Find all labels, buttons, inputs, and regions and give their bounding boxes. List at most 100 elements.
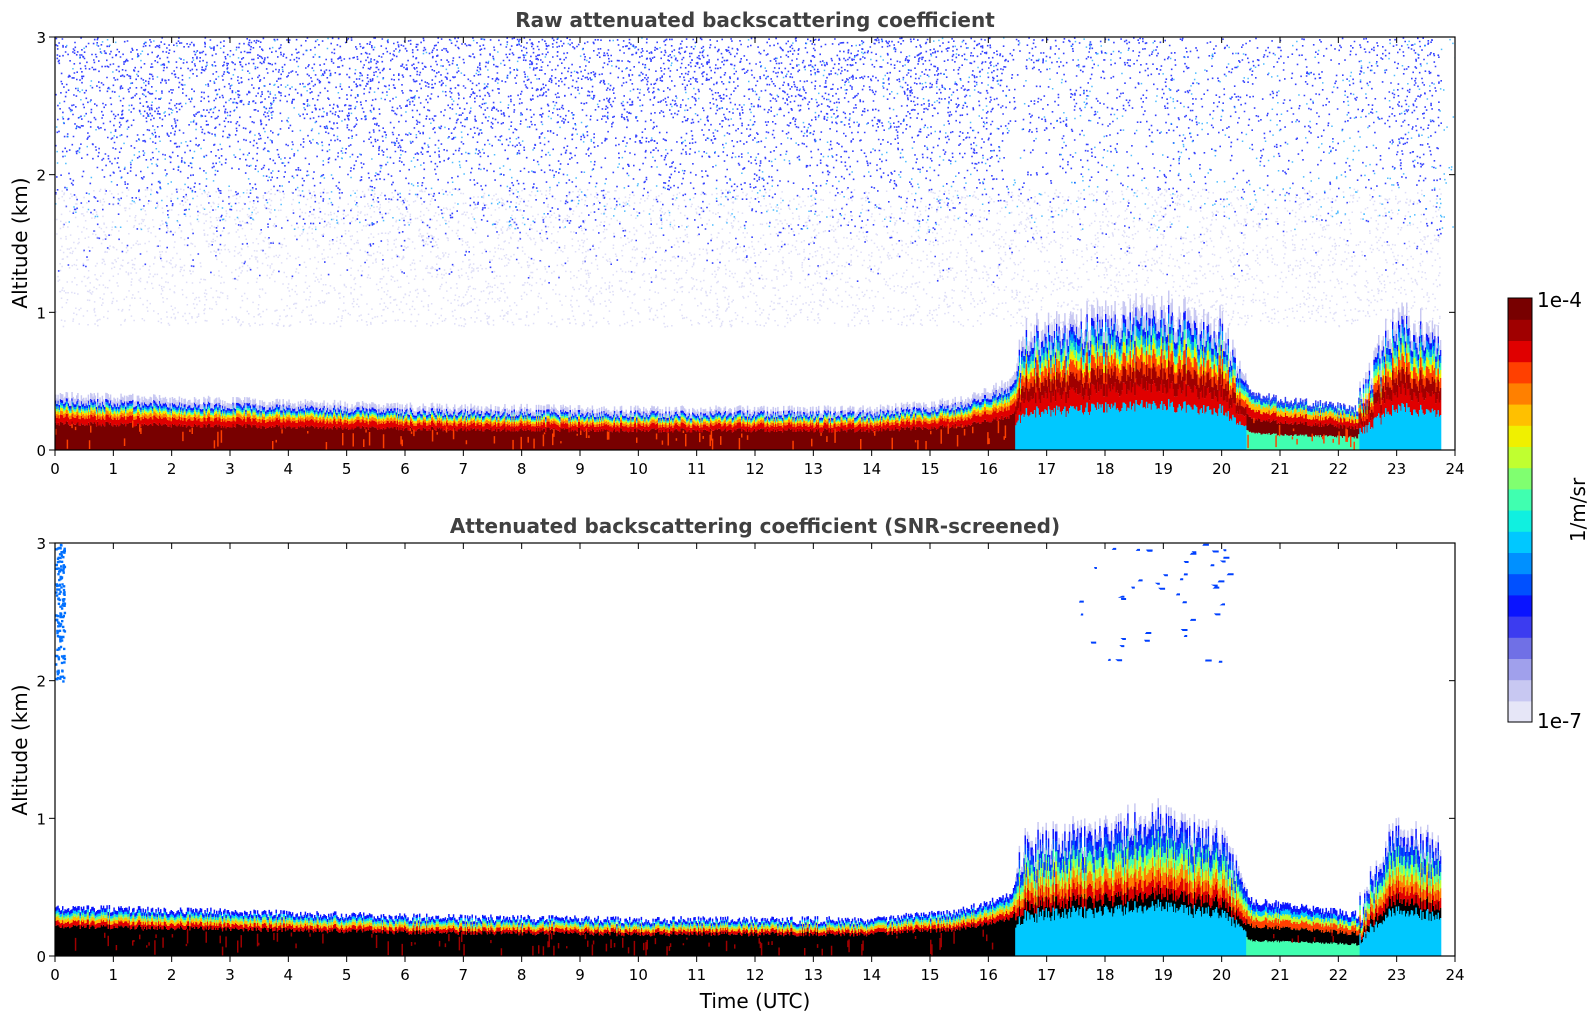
screened-x-axis: 0 1 2 3 4 5 6 7 8 9 10 11 12 13 14 15 16 17 18 19 20 21 22 23 24 <box>50 543 1465 984</box>
x-tick-label: 16 <box>979 460 998 478</box>
colorbar-band <box>1508 340 1532 363</box>
boundary-layer-band <box>55 313 1442 422</box>
x-tick-label: 10 <box>629 966 648 984</box>
x-tick-label: 18 <box>1095 966 1114 984</box>
x-tick-label: 5 <box>342 460 352 478</box>
x-tick-label: 4 <box>284 966 294 984</box>
colorbar-band <box>1508 467 1532 490</box>
boundary-layer-band <box>55 395 1016 428</box>
x-tick-label: 7 <box>459 460 469 478</box>
y-tick-label: 0 <box>36 948 46 966</box>
x-tick-label: 11 <box>687 460 706 478</box>
colorbar-unit-label: 1/m/sr <box>1566 477 1590 542</box>
colorbar-bands <box>1508 298 1532 723</box>
x-tick-label: 0 <box>50 966 60 984</box>
noise-speckle-layer <box>55 37 1455 328</box>
noise-speckle-light <box>55 188 1442 328</box>
screened-heatmap <box>55 543 1442 956</box>
x-tick-label: 20 <box>1212 460 1231 478</box>
y-tick-label: 2 <box>36 673 46 691</box>
screened-noise-patch <box>55 543 67 683</box>
boundary-layer-band <box>1015 798 1442 923</box>
boundary-layer-band <box>55 333 1442 426</box>
x-tick-label: 7 <box>459 966 469 984</box>
colorbar-band <box>1508 319 1532 341</box>
x-tick-label: 11 <box>687 966 706 984</box>
x-tick-label: 8 <box>517 460 527 478</box>
colorbar-band <box>1508 658 1532 681</box>
colorbar-band <box>1508 361 1532 384</box>
sparse-echo-layer <box>55 543 1234 683</box>
colorbar-frame <box>1507 297 1533 723</box>
colorbar-band <box>1508 298 1532 320</box>
x-tick-label: 18 <box>1095 460 1114 478</box>
colorbar-band <box>1508 573 1532 596</box>
x-tick-label: 13 <box>804 966 823 984</box>
boundary-layer-layer <box>55 798 1442 956</box>
x-tick-label: 12 <box>745 966 764 984</box>
y-tick-label: 1 <box>36 304 46 322</box>
x-tick-label: 24 <box>1445 460 1464 478</box>
screened-panel-title: Attenuated backscattering coefficient (S… <box>450 514 1060 538</box>
boundary-layer-band <box>1246 383 1360 415</box>
colorbar-band <box>1508 488 1532 511</box>
colorbar-min-label: 1e-7 <box>1537 709 1582 733</box>
x-tick-label: 14 <box>862 966 881 984</box>
y-tick-label: 1 <box>36 810 46 828</box>
x-tick-label: 22 <box>1329 460 1348 478</box>
boundary-layer-band <box>55 377 1442 434</box>
boundary-layer-layer <box>55 290 1442 450</box>
colorbar-band <box>1508 637 1532 659</box>
x-tick-label: 22 <box>1329 966 1348 984</box>
x-tick-label: 6 <box>400 460 410 478</box>
boundary-layer-band <box>1246 387 1360 417</box>
x-tick-label: 14 <box>862 460 881 478</box>
x-tick-label: 17 <box>1037 460 1056 478</box>
x-tick-label: 10 <box>629 460 648 478</box>
raw-heatmap <box>55 37 1455 450</box>
colorbar-band <box>1508 531 1532 553</box>
boundary-layer-band <box>1015 360 1442 427</box>
noise-speckle-cyan <box>55 37 1455 232</box>
colorbar-band <box>1508 552 1532 575</box>
x-tick-label: 3 <box>225 966 235 984</box>
colorbar: 1e-4 1e-7 1/m/sr <box>1507 288 1590 733</box>
x-tick-label: 2 <box>167 966 177 984</box>
x-tick-label: 23 <box>1387 966 1406 984</box>
boundary-layer-band <box>55 890 1442 956</box>
colorbar-band <box>1508 382 1532 405</box>
x-tick-label: 9 <box>575 966 585 984</box>
screened-backscatter-panel: Attenuated backscattering coefficient (S… <box>8 514 1465 1013</box>
y-tick-label: 3 <box>36 29 46 47</box>
x-tick-label: 23 <box>1387 460 1406 478</box>
raw-panel-title: Raw attenuated backscattering coefficien… <box>515 8 995 32</box>
x-tick-label: 21 <box>1270 966 1289 984</box>
boundary-layer-band <box>55 323 1442 450</box>
x-axis-label: Time (UTC) <box>699 989 811 1013</box>
colorbar-band <box>1508 679 1532 702</box>
colorbar-band <box>1508 594 1532 617</box>
x-tick-label: 3 <box>225 460 235 478</box>
boundary-layer-band <box>1015 819 1442 928</box>
colorbar-band <box>1508 446 1532 469</box>
raw-backscatter-panel: Raw attenuated backscattering coefficien… <box>8 8 1465 478</box>
x-tick-label: 13 <box>804 460 823 478</box>
x-tick-label: 0 <box>50 460 60 478</box>
boundary-layer-band <box>55 807 1442 927</box>
x-tick-label: 4 <box>284 460 294 478</box>
x-tick-label: 21 <box>1270 460 1289 478</box>
boundary-layer-band <box>1246 397 1360 424</box>
y-tick-label: 3 <box>36 535 46 553</box>
x-tick-label: 15 <box>920 966 939 984</box>
boundary-layer-band <box>1015 842 1442 934</box>
x-tick-label: 24 <box>1445 966 1464 984</box>
x-tick-label: 20 <box>1212 966 1231 984</box>
raw-y-axis-label: Altitude (km) <box>8 177 32 308</box>
raw-x-axis: 0 1 2 3 4 5 6 7 8 9 10 11 12 13 14 15 16 17 18 19 20 21 22 23 24 <box>50 37 1465 478</box>
y-tick-label: 2 <box>36 167 46 185</box>
colorbar-band <box>1508 425 1532 447</box>
boundary-layer-band <box>1246 910 1360 936</box>
x-tick-label: 1 <box>109 966 119 984</box>
x-tick-label: 16 <box>979 966 998 984</box>
